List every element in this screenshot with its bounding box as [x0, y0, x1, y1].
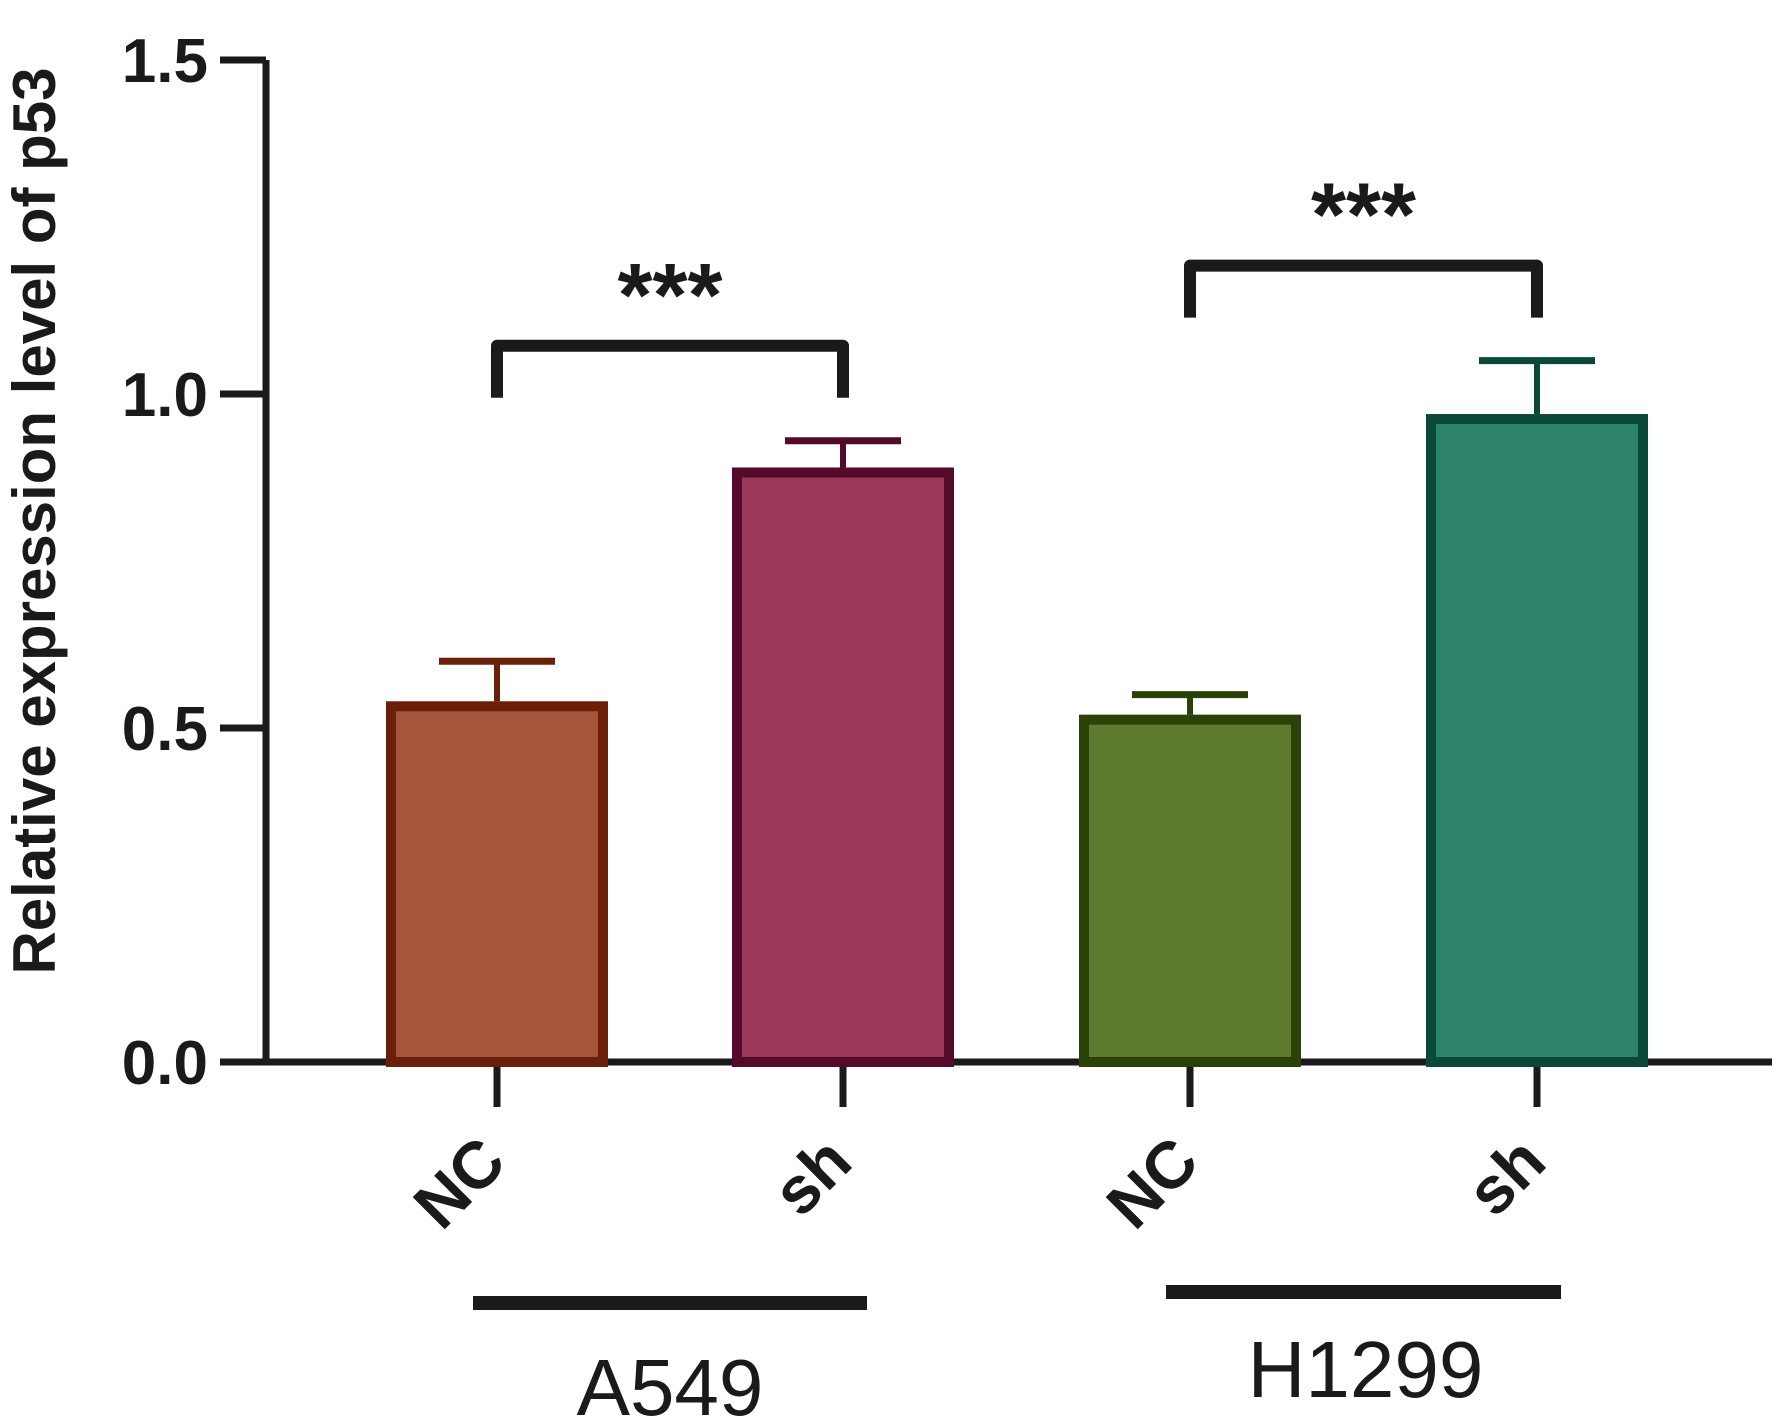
bar-0: [386, 701, 608, 1068]
y-tick-label-3: 1.5: [122, 27, 208, 96]
significance-label-0: ***: [617, 246, 722, 346]
x-tick-label-3: sh: [1452, 1123, 1559, 1230]
annotations-layer: A549 H1299 *** ***: [473, 166, 1561, 1419]
bars-layer: [386, 357, 1648, 1068]
bar-1: [732, 467, 954, 1068]
x-tick-label-0: NC: [399, 1123, 519, 1243]
y-tick-label-2: 1.0: [122, 361, 208, 430]
group-label-1: H1299: [1248, 1325, 1484, 1414]
y-tick-label-1: 0.5: [122, 695, 208, 764]
group-label-0: A549: [577, 1343, 764, 1419]
significance-bracket-1: [1184, 259, 1543, 318]
significance-bracket-0: [491, 339, 849, 398]
y-tick-label-0: 0.0: [122, 1029, 208, 1098]
bar-3: [1426, 414, 1648, 1068]
y-axis-label: Relative expression level of p53: [1, 67, 68, 974]
x-tick-label-2: NC: [1092, 1123, 1212, 1243]
bar-2: [1079, 714, 1301, 1067]
x-tick-label-1: sh: [758, 1123, 865, 1230]
significance-label-1: ***: [1311, 166, 1416, 266]
